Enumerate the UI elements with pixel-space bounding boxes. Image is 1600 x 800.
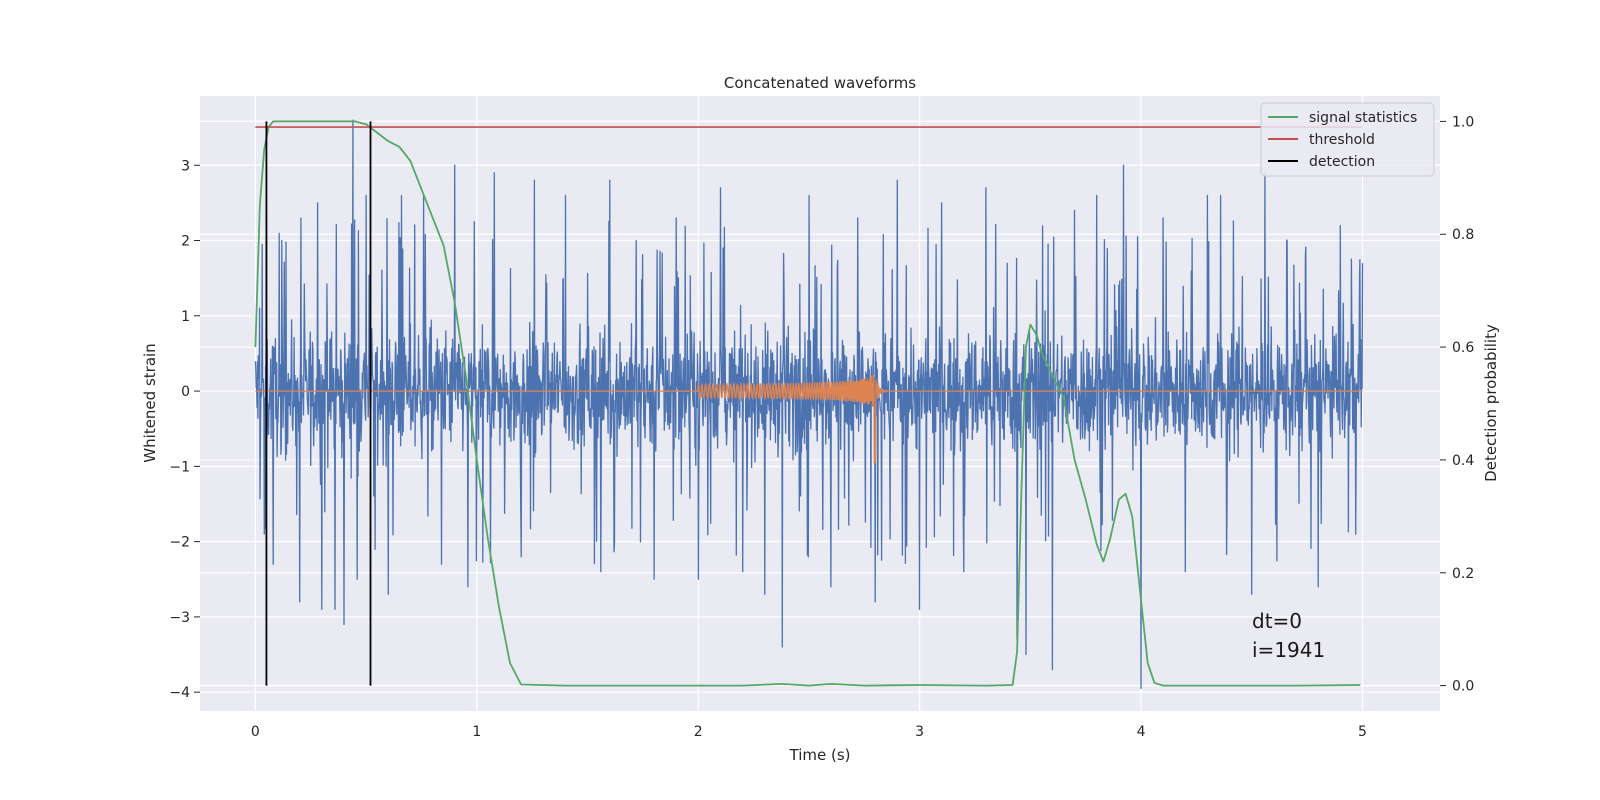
y-tick-label: −2 bbox=[169, 535, 190, 551]
x-axis-label: Time (s) bbox=[789, 746, 851, 764]
y-tick-label: −3 bbox=[169, 610, 190, 626]
strain-series bbox=[254, 119, 1364, 690]
x-tick-label: 2 bbox=[694, 724, 703, 740]
y-tick-label: 0 bbox=[181, 384, 190, 400]
y2-axis-label: Detection probability bbox=[1482, 324, 1500, 482]
strain-line bbox=[254, 119, 1364, 690]
annotation-index: i=1941 bbox=[1252, 638, 1325, 662]
y-tick-label: −4 bbox=[169, 685, 190, 701]
template-line bbox=[255, 374, 1363, 464]
y-tick-label: 3 bbox=[181, 158, 190, 174]
chart-title: Concatenated waveforms bbox=[724, 74, 916, 92]
template-series bbox=[255, 374, 1363, 464]
y-tick-label: 1 bbox=[181, 309, 190, 325]
y2-tick-label: 0.6 bbox=[1452, 340, 1474, 356]
y2-tick-label: 1.0 bbox=[1452, 114, 1474, 130]
x-tick-label: 4 bbox=[1137, 724, 1146, 740]
y2-tick-label: 0.2 bbox=[1452, 566, 1474, 582]
x-tick-label: 0 bbox=[251, 724, 260, 740]
legend-label-threshold: threshold bbox=[1309, 132, 1375, 148]
x-tick-label: 3 bbox=[915, 724, 924, 740]
x-tick-label: 5 bbox=[1358, 724, 1367, 740]
annotation-dt: dt=0 bbox=[1252, 609, 1302, 633]
legend-label-detection: detection bbox=[1309, 154, 1375, 170]
legend: signal statistics threshold detection bbox=[1260, 102, 1435, 177]
y2-tick-label: 0.8 bbox=[1452, 227, 1474, 243]
x-tick-label: 1 bbox=[472, 724, 481, 740]
y-axis-label: Whitened strain bbox=[141, 343, 159, 462]
legend-frame bbox=[1260, 102, 1435, 177]
detection-series bbox=[265, 121, 372, 686]
y2-tick-label: 0.0 bbox=[1452, 679, 1474, 695]
axes: 0 1 2 3 4 5 −4 −3 −2 −1 0 1 2 3 0.0 0.2 0.4 0.6 0.8 1.0 bbox=[169, 114, 1474, 740]
grid bbox=[200, 96, 1440, 711]
y-tick-label: 2 bbox=[181, 234, 190, 250]
y-tick-label: −1 bbox=[169, 459, 190, 475]
legend-label-signal-statistics: signal statistics bbox=[1309, 110, 1417, 126]
y2-tick-label: 0.4 bbox=[1452, 453, 1474, 469]
